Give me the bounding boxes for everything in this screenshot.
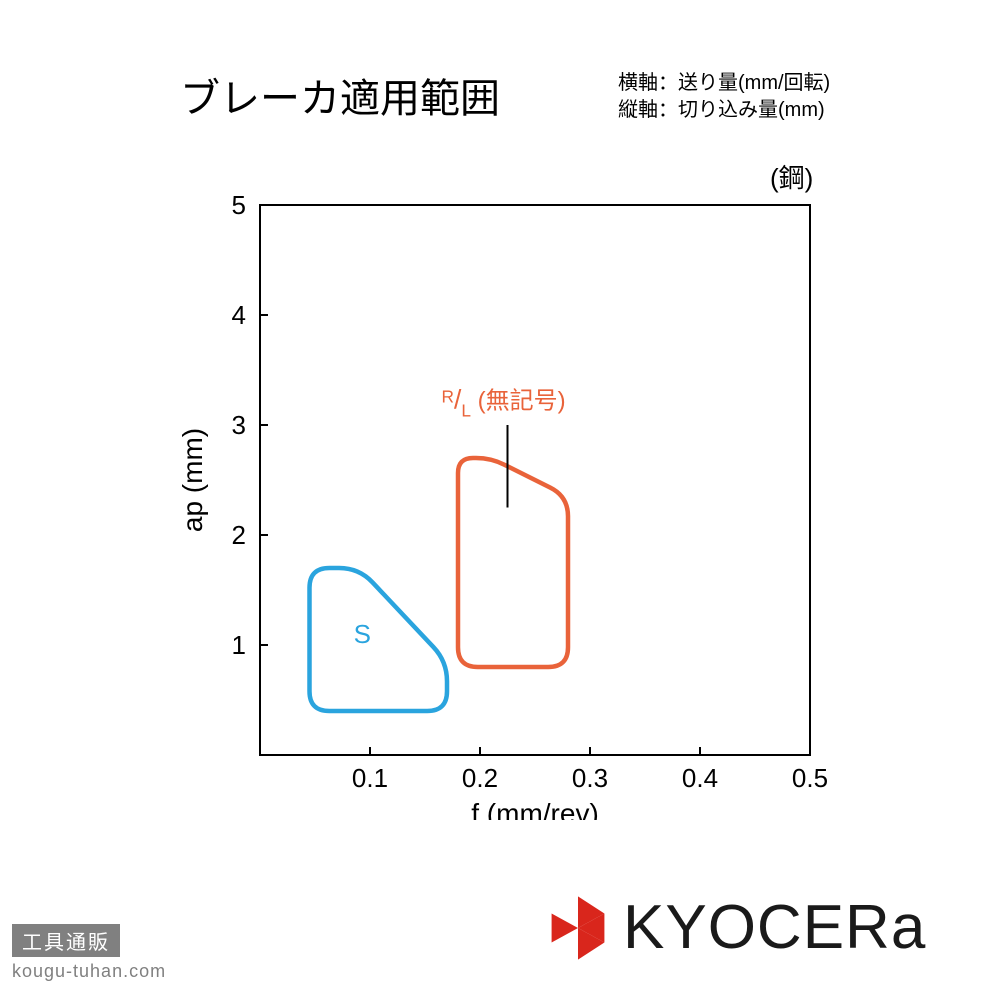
svg-text:R/L (無記号): R/L (無記号): [442, 385, 566, 421]
kyocera-logo-icon: [545, 895, 611, 961]
svg-text:f (mm/rev): f (mm/rev): [471, 798, 599, 820]
breaker-range-chart: 0.1 0.2 0.3 0.4 0.5 1 2 3 4 5 f (mm/rev) ap (mm) S R/…: [90, 180, 850, 820]
svg-text:S: S: [354, 619, 371, 649]
axis-legend-line1: 横軸：送り量(mm/回転): [618, 70, 830, 97]
svg-text:0.5: 0.5: [792, 763, 828, 793]
svg-text:4: 4: [232, 300, 246, 330]
svg-text:0.2: 0.2: [462, 763, 498, 793]
shop-badge: 工具通販: [12, 924, 120, 957]
kyocera-brand: KYOCERa: [545, 892, 926, 963]
axis-legend: 横軸：送り量(mm/回転) 縦軸：切り込み量(mm): [618, 70, 830, 124]
svg-text:1: 1: [232, 630, 246, 660]
svg-text:5: 5: [232, 190, 246, 220]
svg-text:2: 2: [232, 520, 246, 550]
kyocera-logo-text: KYOCERa: [623, 892, 926, 963]
svg-text:3: 3: [232, 410, 246, 440]
chart-title: ブレーカ適用範囲: [180, 66, 500, 124]
svg-text:0.1: 0.1: [352, 763, 388, 793]
svg-text:0.4: 0.4: [682, 763, 718, 793]
svg-text:0.3: 0.3: [572, 763, 608, 793]
shop-url: kougu-tuhan.com: [12, 961, 166, 982]
shop-info: 工具通販 kougu-tuhan.com: [12, 924, 166, 982]
axis-legend-line2: 縦軸：切り込み量(mm): [618, 97, 830, 124]
svg-text:ap (mm): ap (mm): [177, 428, 208, 532]
